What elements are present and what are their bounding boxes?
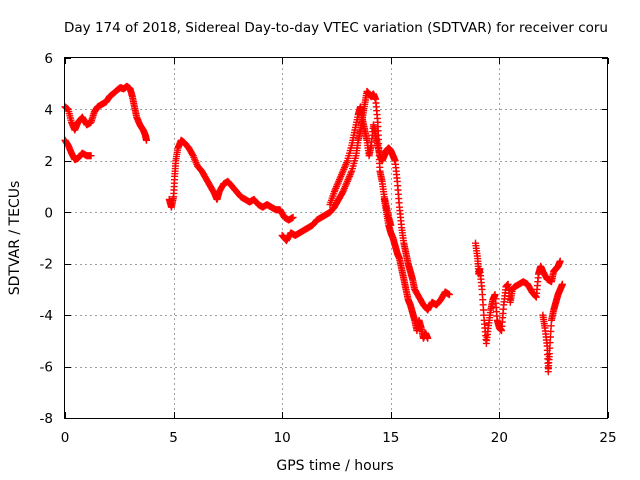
y-tick-label: 0 (44, 205, 53, 221)
y-axis-title: SDTVAR / TECUs (7, 181, 23, 296)
x-axis-title: GPS time / hours (276, 458, 393, 474)
data-point (556, 257, 564, 265)
data-point (558, 280, 566, 288)
y-tick-label: -6 (40, 360, 53, 376)
x-tick-label: 5 (169, 430, 178, 446)
x-tick-label: 0 (61, 430, 70, 446)
chart-title: Day 174 of 2018, Sidereal Day-to-day VTE… (64, 20, 608, 36)
y-tick-label: -2 (40, 257, 53, 273)
y-tick-label: -8 (40, 411, 53, 427)
data-point (142, 136, 150, 144)
grid (65, 58, 608, 418)
data-points (61, 82, 566, 376)
data-point (424, 334, 432, 342)
x-tick-label: 10 (274, 430, 291, 446)
ticks: 0 5 10 15 20 25 -8 -6 -4 -2 0 2 4 6 (40, 51, 617, 446)
y-tick-label: -4 (40, 308, 53, 324)
x-tick-label: 25 (599, 430, 616, 446)
data-point (289, 213, 297, 221)
data-point (445, 291, 453, 299)
x-tick-label: 20 (491, 430, 508, 446)
y-tick-label: 6 (44, 51, 53, 67)
plot-frame (64, 57, 608, 419)
y-tick-label: 2 (44, 154, 53, 170)
x-tick-label: 15 (382, 430, 399, 446)
y-tick-label: 4 (44, 102, 53, 118)
data-point (87, 152, 95, 160)
